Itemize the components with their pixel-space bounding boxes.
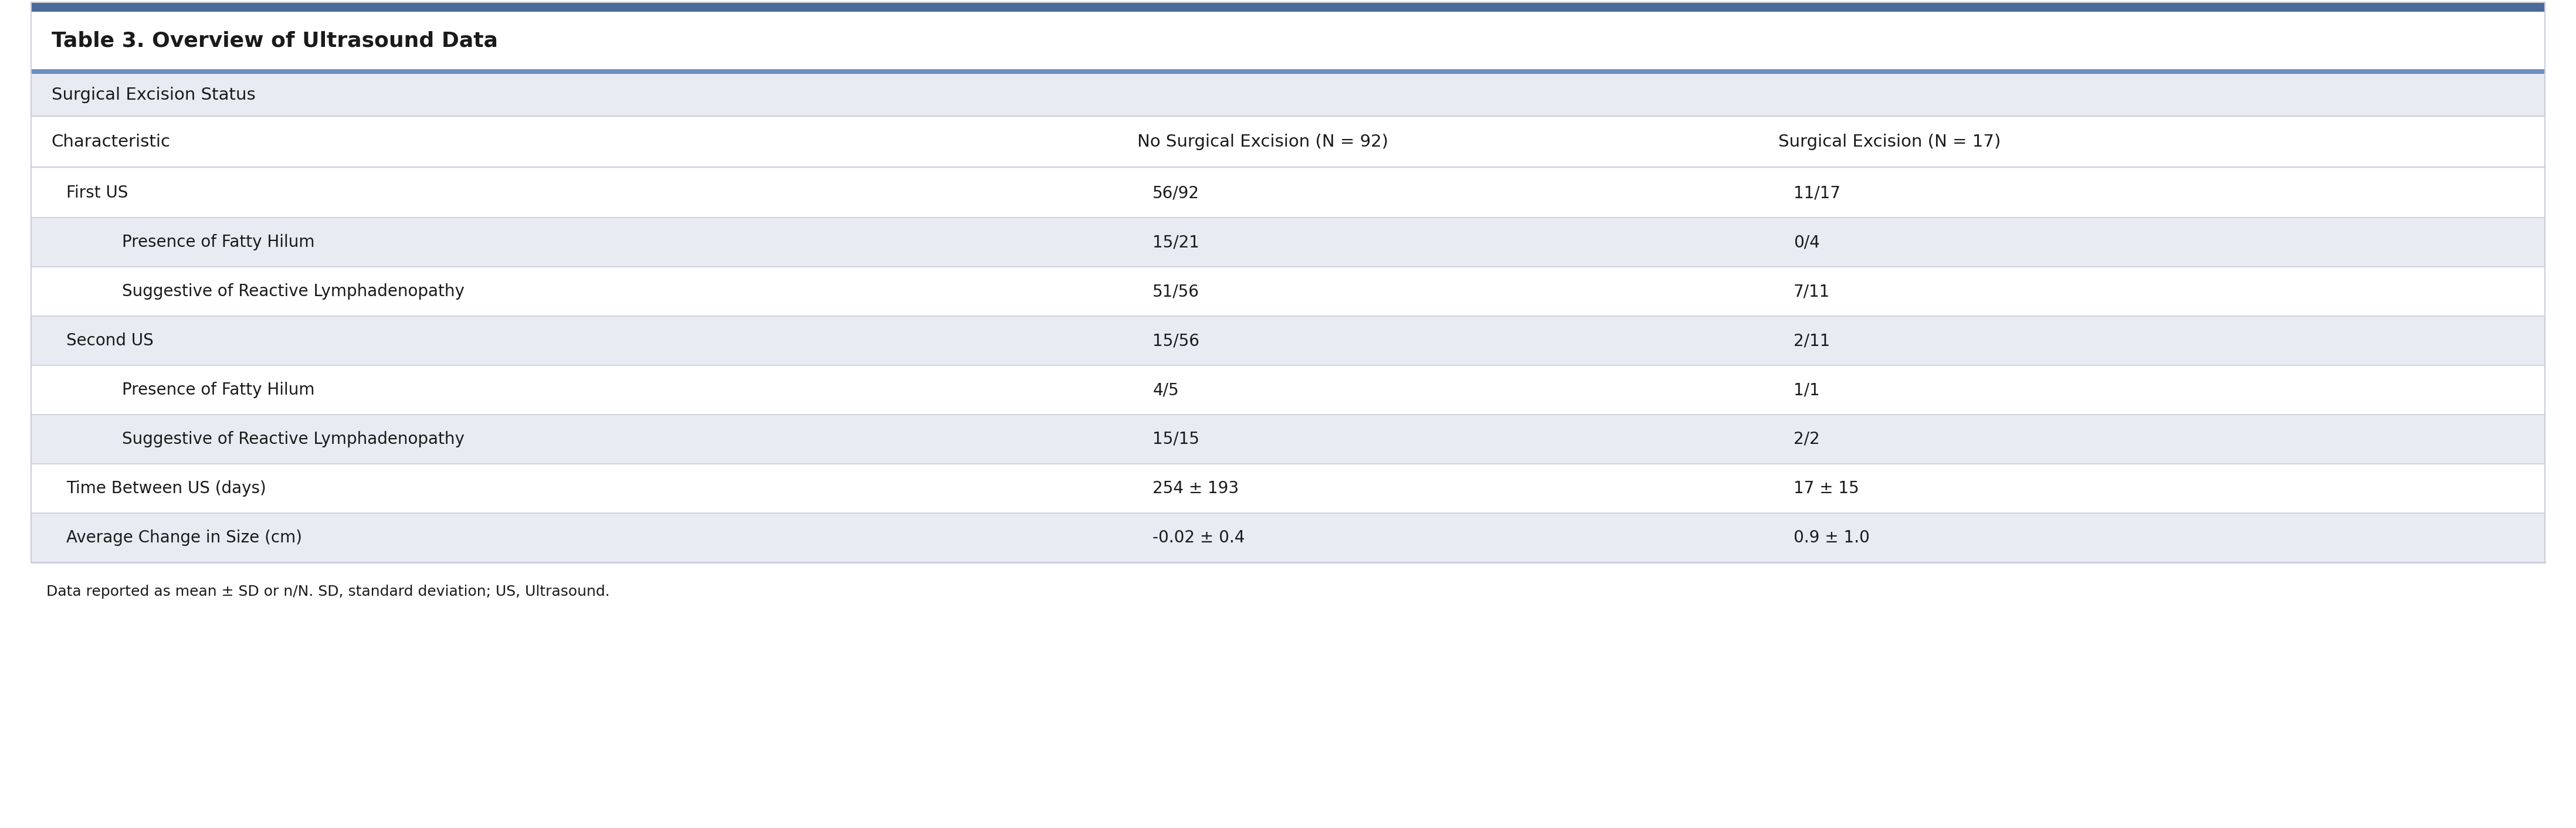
Text: Presence of Fatty Hilum: Presence of Fatty Hilum bbox=[121, 234, 314, 250]
Text: 11/17: 11/17 bbox=[1793, 185, 1842, 201]
Text: No Surgical Excision (N = 92): No Surgical Excision (N = 92) bbox=[1136, 134, 1388, 151]
Bar bbox=[31, 415, 2545, 464]
Bar bbox=[31, 513, 2545, 562]
Text: Table 3. Overview of Ultrasound Data: Table 3. Overview of Ultrasound Data bbox=[52, 31, 497, 51]
Text: Suggestive of Reactive Lymphadenopathy: Suggestive of Reactive Lymphadenopathy bbox=[121, 431, 464, 447]
Bar bbox=[31, 2, 2545, 12]
Text: 15/21: 15/21 bbox=[1151, 234, 1200, 250]
Bar bbox=[31, 70, 2545, 74]
Bar bbox=[31, 464, 2545, 513]
Text: 7/11: 7/11 bbox=[1793, 283, 1829, 300]
Bar bbox=[31, 12, 2545, 70]
Text: 0/4: 0/4 bbox=[1793, 234, 1821, 250]
Text: 2/11: 2/11 bbox=[1793, 333, 1829, 349]
Text: Characteristic: Characteristic bbox=[52, 134, 170, 151]
Text: Time Between US (days): Time Between US (days) bbox=[67, 480, 265, 497]
Text: -0.02 ± 0.4: -0.02 ± 0.4 bbox=[1151, 530, 1244, 546]
Bar bbox=[31, 316, 2545, 365]
Text: Surgical Excision Status: Surgical Excision Status bbox=[52, 87, 255, 104]
Text: Suggestive of Reactive Lymphadenopathy: Suggestive of Reactive Lymphadenopathy bbox=[121, 283, 464, 300]
Text: Presence of Fatty Hilum: Presence of Fatty Hilum bbox=[121, 382, 314, 398]
Text: Surgical Excision (N = 17): Surgical Excision (N = 17) bbox=[1777, 134, 2002, 151]
Bar bbox=[31, 168, 2545, 218]
Bar bbox=[31, 267, 2545, 316]
Text: 254 ± 193: 254 ± 193 bbox=[1151, 480, 1239, 497]
Bar bbox=[31, 365, 2545, 415]
Text: 15/15: 15/15 bbox=[1151, 431, 1200, 447]
Text: 4/5: 4/5 bbox=[1151, 382, 1180, 398]
Text: 15/56: 15/56 bbox=[1151, 333, 1200, 349]
Bar bbox=[31, 118, 2545, 167]
Text: Data reported as mean ± SD or n/N. SD, standard deviation; US, Ultrasound.: Data reported as mean ± SD or n/N. SD, s… bbox=[46, 585, 611, 599]
Text: 2/2: 2/2 bbox=[1793, 431, 1819, 447]
Text: 56/92: 56/92 bbox=[1151, 185, 1200, 201]
Text: 17 ± 15: 17 ± 15 bbox=[1793, 480, 1860, 497]
Text: First US: First US bbox=[67, 185, 129, 201]
Bar bbox=[31, 218, 2545, 267]
Text: Second US: Second US bbox=[67, 333, 155, 349]
Text: 0.9 ± 1.0: 0.9 ± 1.0 bbox=[1793, 530, 1870, 546]
Text: 1/1: 1/1 bbox=[1793, 382, 1819, 398]
Bar bbox=[31, 74, 2545, 116]
Text: 51/56: 51/56 bbox=[1151, 283, 1200, 300]
Text: Average Change in Size (cm): Average Change in Size (cm) bbox=[67, 530, 301, 546]
